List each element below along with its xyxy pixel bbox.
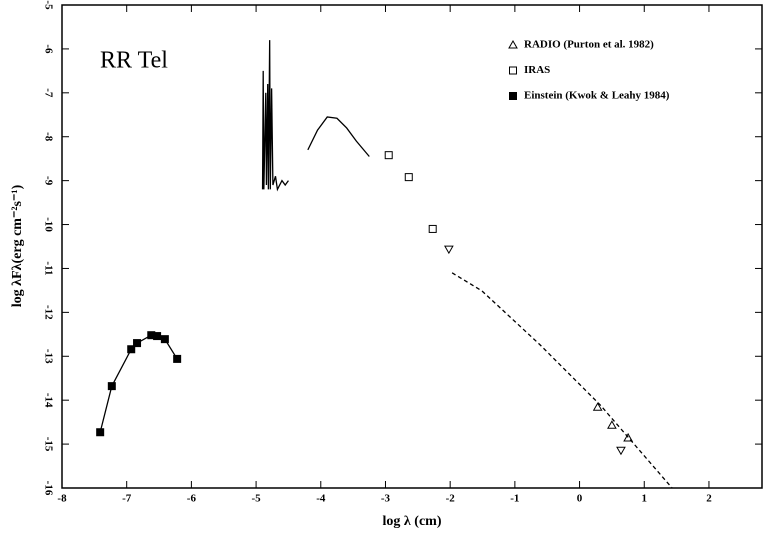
legend-marker <box>509 66 517 75</box>
x-tick-label: -8 <box>57 493 67 505</box>
data-point <box>107 382 116 391</box>
data-point <box>160 335 169 344</box>
legend-marker <box>509 92 517 100</box>
y-tick-label: -9 <box>42 176 54 186</box>
legend-marker <box>508 39 518 49</box>
y-axis-label: log λFλ(erg cm⁻²s⁻¹) <box>10 184 25 307</box>
data-point <box>592 402 603 411</box>
data-point <box>127 345 136 354</box>
data-point <box>428 224 437 233</box>
data-point <box>623 432 633 442</box>
data-point <box>96 428 105 437</box>
y-tick-label: -13 <box>42 349 54 364</box>
data-line <box>307 116 370 157</box>
x-tick-label: 0 <box>577 493 583 505</box>
y-tick-label: -16 <box>42 481 54 496</box>
y-tick-label: -8 <box>42 132 54 142</box>
legend-label: Einstein (Kwok & Leahy 1984) <box>524 90 670 102</box>
x-tick-label: -7 <box>122 493 132 505</box>
x-axis-label: log λ (cm) <box>383 514 442 529</box>
y-tick-label: -5 <box>42 0 54 10</box>
data-point <box>616 446 626 456</box>
data-point <box>444 245 454 255</box>
y-tick-label: -12 <box>42 305 54 320</box>
legend-label: IRAS <box>524 64 550 76</box>
x-tick-label: -1 <box>510 493 519 505</box>
y-tick-label: -14 <box>42 393 54 408</box>
data-point <box>404 173 413 182</box>
x-tick-label: -2 <box>446 493 456 505</box>
y-tick-label: -11 <box>42 261 54 275</box>
data-line <box>261 40 289 192</box>
x-tick-label: 2 <box>706 493 712 505</box>
data-point <box>384 151 393 160</box>
plot-frame <box>61 4 763 489</box>
y-tick-label: -10 <box>42 217 54 232</box>
y-tick-label: -15 <box>42 437 54 452</box>
x-tick-label: -6 <box>187 493 197 505</box>
x-tick-label: -4 <box>316 493 326 505</box>
x-tick-label: -3 <box>381 493 391 505</box>
y-tick-label: -7 <box>42 88 54 98</box>
y-tick-label: -6 <box>42 44 54 54</box>
data-point <box>153 332 162 341</box>
data-line <box>451 272 673 489</box>
x-tick-label: -5 <box>251 493 261 505</box>
legend-label: RADIO (Purton et al. 1982) <box>524 39 654 51</box>
annotation: RR Tel <box>100 48 168 74</box>
data-point <box>173 354 182 363</box>
x-tick-label: 1 <box>642 493 648 505</box>
data-point <box>607 420 617 429</box>
data-point <box>133 339 142 348</box>
